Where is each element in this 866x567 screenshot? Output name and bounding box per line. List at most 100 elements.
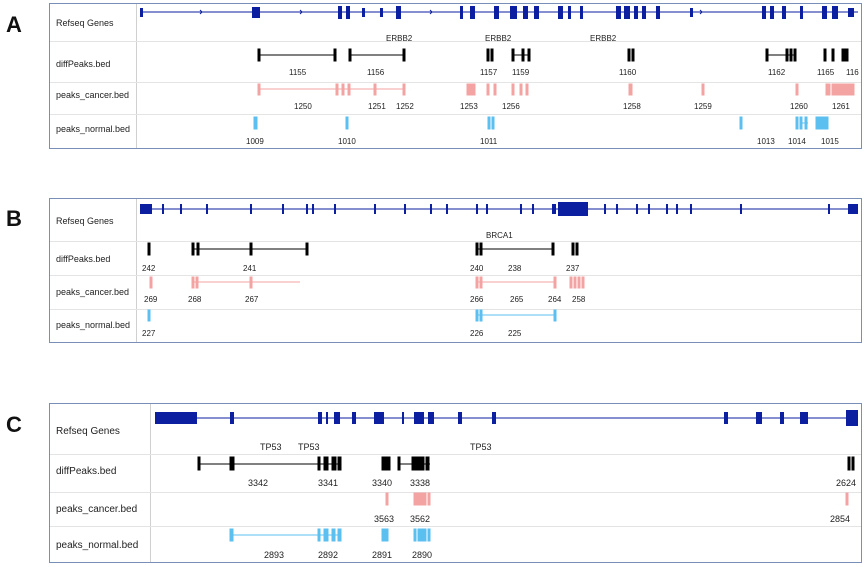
cancer-track-b <box>149 276 585 289</box>
exon <box>380 8 383 17</box>
exon <box>642 6 646 19</box>
diff-peak-label: 3341 <box>318 478 338 488</box>
gene-label: TP53 <box>298 442 320 452</box>
gene-label: ERBB2 <box>386 34 413 43</box>
cancer-peak-label: 258 <box>572 295 586 304</box>
normal-peak-label: 226 <box>470 329 484 338</box>
track-label-normal: peaks_normal.bed <box>56 320 131 330</box>
cancer-peak-label: 264 <box>548 295 562 304</box>
exon <box>782 6 786 19</box>
panel-b: Refseq Genes diffPeaks.bed peaks_cancer.… <box>49 198 862 343</box>
cancer-peak-label: 269 <box>144 295 158 304</box>
refseq-track-b <box>140 202 858 216</box>
exon <box>494 6 499 19</box>
exon <box>338 6 342 19</box>
cancer-peak-label: 267 <box>245 295 259 304</box>
gene-label: BRCA1 <box>486 231 513 240</box>
cancer-peak-label: 1258 <box>623 102 641 111</box>
track-label-refseq: Refseq Genes <box>56 216 114 226</box>
exon <box>558 6 563 19</box>
cancer-peak-label: 3563 <box>374 514 394 524</box>
panel-c: Refseq Genes diffPeaks.bed peaks_cancer.… <box>49 403 862 563</box>
normal-peak-label: 1014 <box>788 137 806 146</box>
exon <box>690 8 693 17</box>
exon <box>460 6 463 19</box>
exon <box>252 7 260 18</box>
normal-peak-label: 225 <box>508 329 522 338</box>
panel-letter-c: C <box>6 412 22 437</box>
track-label-refseq: Refseq Genes <box>56 426 120 437</box>
refseq-track-c <box>155 410 858 426</box>
panel-letter-a: A <box>6 12 22 37</box>
normal-peak-label: 2890 <box>412 550 432 560</box>
diff-peak-label: 1159 <box>512 68 530 77</box>
normal-peak-label: 2891 <box>372 550 392 560</box>
diff-peak-label: 242 <box>142 264 156 273</box>
track-label-normal: peaks_normal.bed <box>56 540 139 551</box>
gene-label: TP53 <box>470 442 492 452</box>
exon <box>656 6 660 19</box>
diffpeaks-track-a <box>257 48 849 62</box>
diffpeaks-track-b <box>147 242 579 256</box>
diff-peak-label: 1156 <box>367 68 385 77</box>
normal-peak-label: 2893 <box>264 550 284 560</box>
diff-peak-label: 1155 <box>289 68 307 77</box>
diff-peak-label: 116 <box>846 68 859 77</box>
cancer-peak-label: 265 <box>510 295 524 304</box>
track-label-diffpeaks: diffPeaks.bed <box>56 59 111 69</box>
exon <box>770 6 774 19</box>
normal-peak-label: 1010 <box>338 137 356 146</box>
diff-peak-label: 1162 <box>768 68 786 77</box>
track-label-diffpeaks: diffPeaks.bed <box>56 254 111 264</box>
track-label-diffpeaks: diffPeaks.bed <box>56 466 117 477</box>
cancer-peak-label: 1260 <box>790 102 808 111</box>
cancer-peak-label: 1253 <box>460 102 478 111</box>
normal-peak-label: 1015 <box>821 137 839 146</box>
exon <box>624 6 630 19</box>
refseq-track-a <box>140 6 858 19</box>
panel-letter-b: B <box>6 206 22 231</box>
gene-label: ERBB2 <box>485 34 512 43</box>
gene-label: ERBB2 <box>590 34 617 43</box>
cancer-peak-label: 3562 <box>410 514 430 524</box>
normal-track-a <box>253 116 829 130</box>
cancer-peak-label: 1259 <box>694 102 712 111</box>
exon <box>616 6 621 19</box>
track-label-cancer: peaks_cancer.bed <box>56 90 130 100</box>
gene-label: TP53 <box>260 442 282 452</box>
exon <box>510 6 517 19</box>
normal-peak-label: 1013 <box>757 137 775 146</box>
exon <box>832 6 838 19</box>
normal-peak-label: 1009 <box>246 137 264 146</box>
exon <box>762 6 766 19</box>
normal-peak-label: 1011 <box>480 137 498 146</box>
cancer-peak-label: 1256 <box>502 102 520 111</box>
exon <box>848 8 854 17</box>
exon <box>140 8 143 17</box>
diff-peak-label: 3340 <box>372 478 392 488</box>
diff-peak-label: 3338 <box>410 478 430 488</box>
exon <box>534 6 539 19</box>
track-label-refseq: Refseq Genes <box>56 18 114 28</box>
exon <box>822 6 827 19</box>
diff-peak-label: 1160 <box>619 68 637 77</box>
exon <box>634 6 638 19</box>
exon <box>362 8 365 17</box>
diff-peak-label: 237 <box>566 264 580 273</box>
cancer-track-a <box>257 83 855 96</box>
exon <box>800 6 803 19</box>
track-label-normal: peaks_normal.bed <box>56 124 131 134</box>
panel-a: Refseq Genes diffPeaks.bed peaks_cancer.… <box>49 3 862 149</box>
cancer-peak-label: 266 <box>470 295 484 304</box>
cancer-peak-label: 1250 <box>294 102 312 111</box>
diff-peak-label: 240 <box>470 264 484 273</box>
exon <box>580 6 583 19</box>
cancer-peak-label: 268 <box>188 295 202 304</box>
diff-peak-label: 1157 <box>480 68 498 77</box>
exon <box>523 6 528 19</box>
exon <box>346 6 350 19</box>
cancer-track-c <box>385 492 849 506</box>
exon <box>470 6 475 19</box>
